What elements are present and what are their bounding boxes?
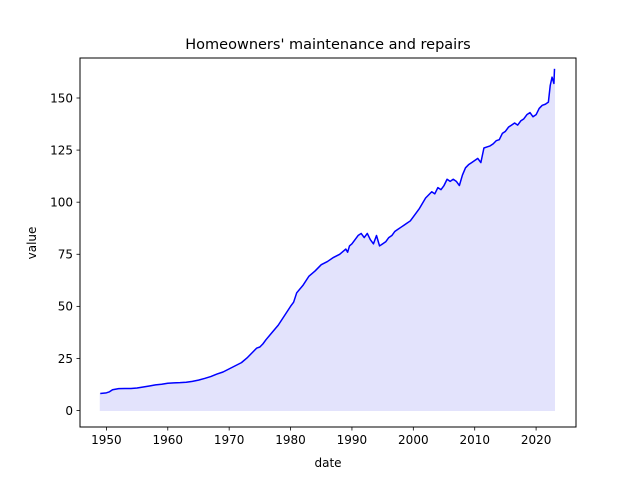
y-axis-label: value <box>25 227 39 260</box>
y-axis: 0 25 50 75 100 125 150 <box>50 91 80 418</box>
y-tick-label: 50 <box>58 300 73 314</box>
x-axis-label: date <box>314 456 341 470</box>
x-tick-label: 1980 <box>275 433 306 447</box>
x-tick-label: 2020 <box>521 433 552 447</box>
y-tick-label: 100 <box>50 195 73 209</box>
axes-frame <box>79 57 577 428</box>
x-axis: 1950 1960 1970 1980 1990 2000 2010 2020 <box>91 427 551 447</box>
x-tick-label: 2000 <box>398 433 429 447</box>
y-tick-label: 150 <box>50 91 73 105</box>
x-tick-label: 1960 <box>153 433 184 447</box>
x-tick-label: 1950 <box>91 433 122 447</box>
plot-area <box>99 68 556 412</box>
y-tick-label: 25 <box>58 352 73 366</box>
x-tick-label: 2010 <box>459 433 490 447</box>
x-tick-label: 1970 <box>214 433 245 447</box>
y-tick-label: 75 <box>58 248 73 262</box>
x-tick-label: 1990 <box>337 433 368 447</box>
chart-title: Homeowners' maintenance and repairs <box>185 37 470 53</box>
y-tick-label: 125 <box>50 143 73 157</box>
y-tick-label: 0 <box>65 404 73 418</box>
series-line <box>100 68 556 395</box>
